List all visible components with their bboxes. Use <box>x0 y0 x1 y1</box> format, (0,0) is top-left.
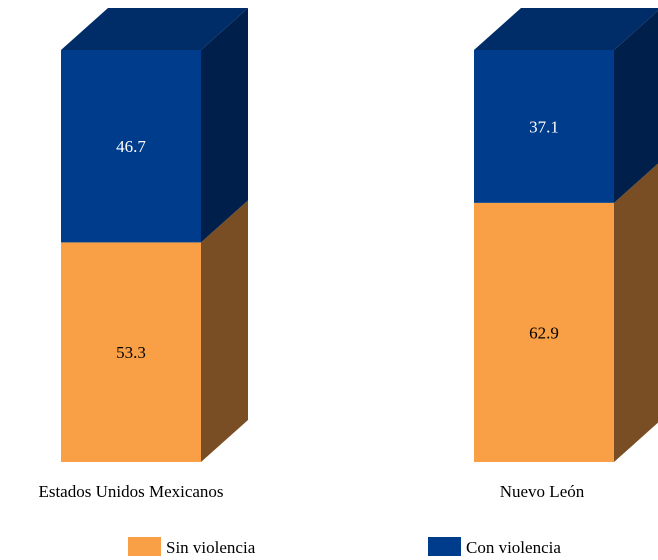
bar-side-con-violencia-estados-unidos-mexicanos <box>201 8 248 243</box>
legend-swatch-sin-violencia <box>128 537 161 556</box>
value-label-con-violencia-estados-unidos-mexicanos: 46.7 <box>116 137 146 156</box>
bars-group <box>61 8 658 463</box>
bar-sin-violencia-estados-unidos-mexicanos <box>61 242 201 462</box>
legend-label-sin-violencia: Sin violencia <box>166 538 256 557</box>
value-label-sin-violencia-estados-unidos-mexicanos: 53.3 <box>116 343 146 362</box>
bar-side-sin-violencia-estados-unidos-mexicanos <box>201 200 248 463</box>
bar-side-con-violencia-nuevo-leon <box>614 10 658 203</box>
legend-swatch-con-violencia <box>428 537 461 556</box>
legend-label-con-violencia: Con violencia <box>466 538 561 557</box>
bar-side-sin-violencia-nuevo-leon <box>614 163 658 462</box>
category-label-estados-unidos-mexicanos: Estados Unidos Mexicanos <box>38 482 223 501</box>
bar-top-nuevo-leon <box>474 8 658 50</box>
value-labels-group: 53.3 46.7 62.9 37.1 <box>116 117 559 362</box>
legend: Sin violencia Con violencia <box>128 537 561 557</box>
bar-con-violencia-nuevo-leon <box>474 50 614 203</box>
value-label-con-violencia-nuevo-leon: 37.1 <box>529 117 559 136</box>
bar-con-violencia-estados-unidos-mexicanos <box>61 50 201 243</box>
bar-top-estados-unidos-mexicanos <box>61 8 248 50</box>
value-label-sin-violencia-nuevo-leon: 62.9 <box>529 323 559 342</box>
category-label-nuevo-leon: Nuevo León <box>500 482 585 501</box>
bar-sin-violencia-nuevo-leon <box>474 202 614 463</box>
